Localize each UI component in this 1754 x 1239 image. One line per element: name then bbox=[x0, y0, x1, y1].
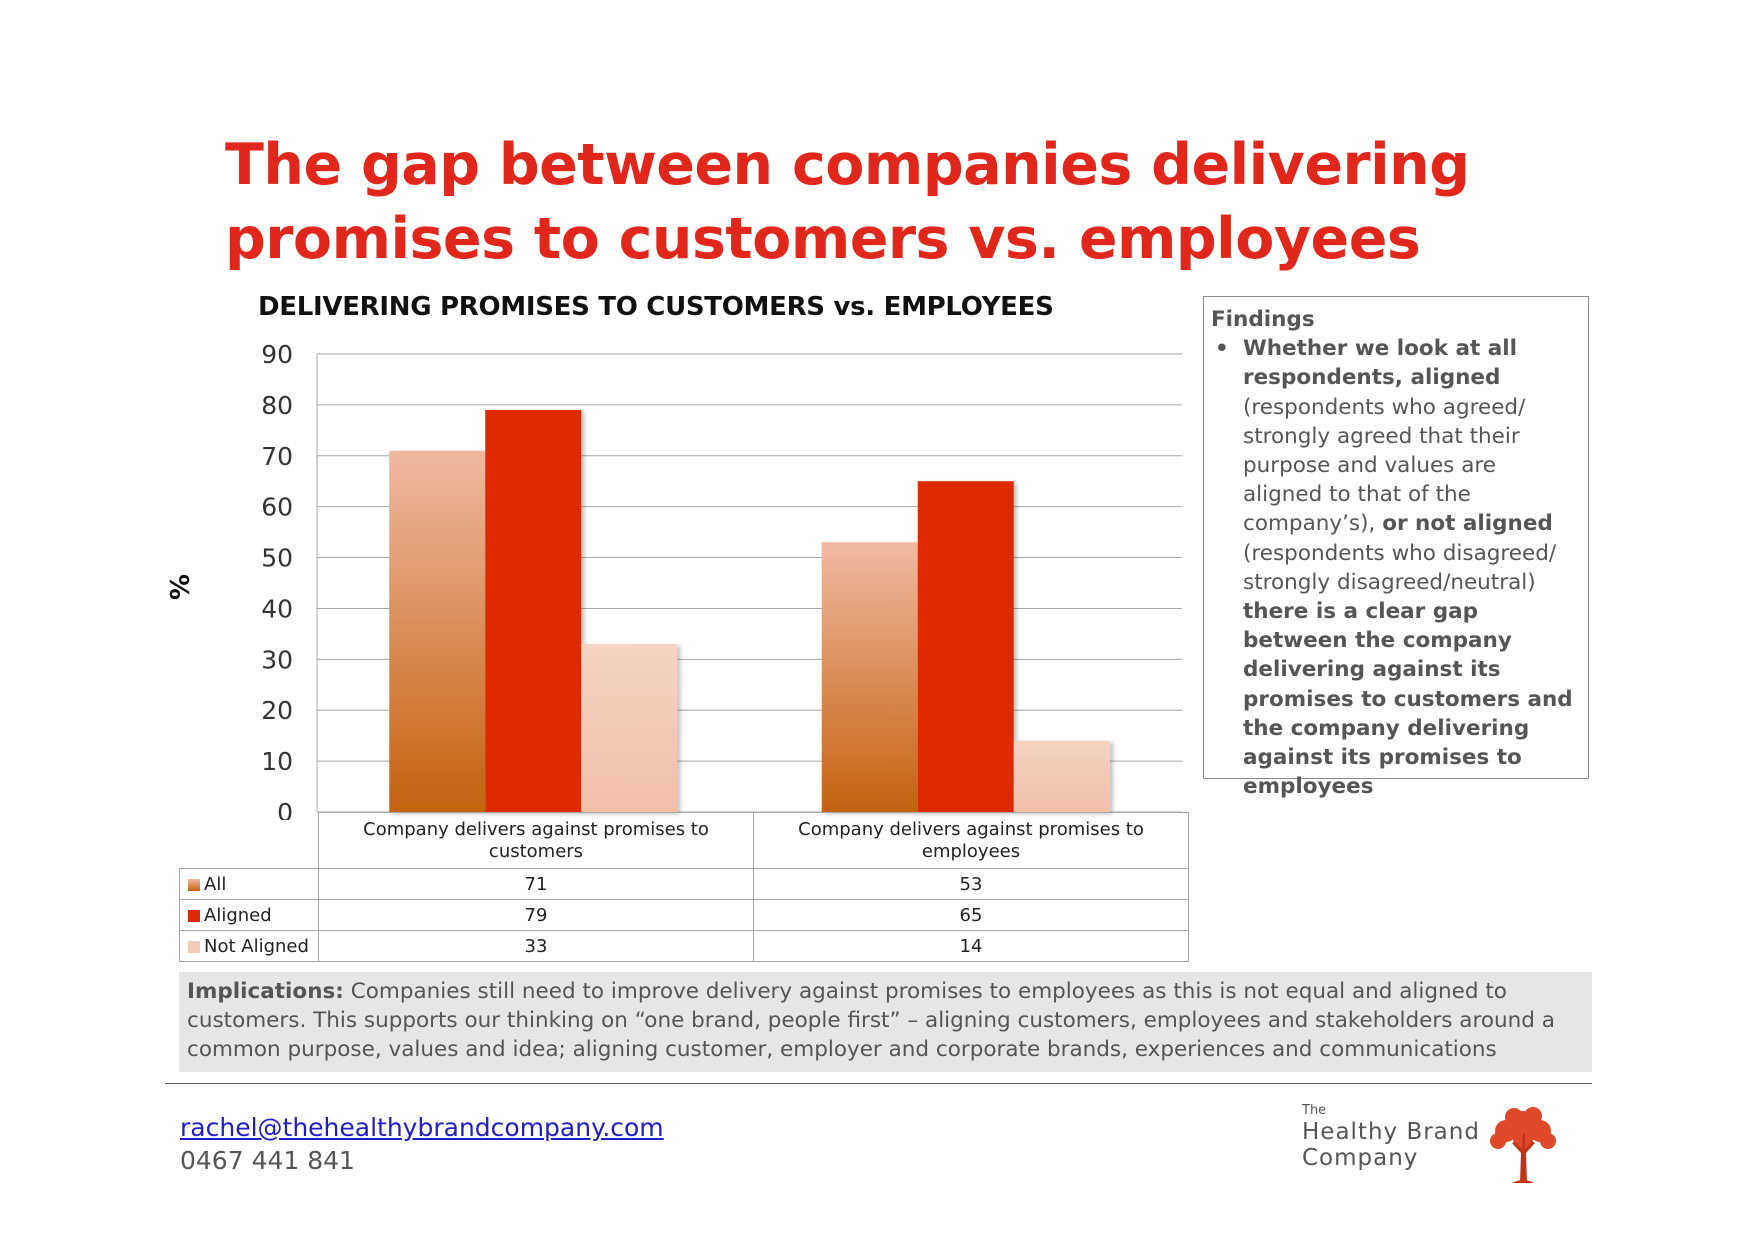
findings-heading: Findings bbox=[1211, 307, 1315, 332]
y-tick-label: 70 bbox=[261, 442, 293, 471]
legend-entry-aligned: Aligned bbox=[179, 899, 319, 931]
category-label-customers: Company delivers against promises to cust… bbox=[318, 812, 754, 869]
page-title: The gap between companies delivering pro… bbox=[225, 128, 1525, 276]
table-cell: 53 bbox=[753, 868, 1189, 900]
table-cell: 65 bbox=[753, 899, 1189, 931]
table-cell: 14 bbox=[753, 930, 1189, 962]
table-cell: 79 bbox=[318, 899, 754, 931]
y-tick-label: 90 bbox=[261, 340, 293, 369]
table-row-not-aligned: Not Aligned 33 14 bbox=[179, 930, 1189, 962]
y-tick-label: 40 bbox=[261, 594, 293, 623]
findings-text: Whether we look at all respondents, alig… bbox=[1243, 336, 1573, 800]
legend-swatch-aligned bbox=[188, 909, 200, 922]
tree-icon bbox=[1490, 1107, 1556, 1183]
chart-title: DELIVERING PROMISES TO CUSTOMERS vs. EMP… bbox=[258, 292, 1054, 322]
implications-text: Companies still need to improve delivery… bbox=[187, 979, 1555, 1063]
email-link[interactable]: rachel@thehealthybrandcompany.com bbox=[180, 1113, 664, 1142]
table-corner bbox=[179, 812, 319, 869]
bar-aligned-customers bbox=[485, 409, 582, 812]
y-tick-label: 30 bbox=[261, 645, 293, 674]
legend-entry-all: All bbox=[179, 868, 319, 900]
implications-box: Implications: Companies still need to im… bbox=[179, 972, 1592, 1072]
bar-aligned-employees bbox=[917, 481, 1014, 812]
table-row-all: All 71 53 bbox=[179, 868, 1189, 900]
table-row-aligned: Aligned 79 65 bbox=[179, 899, 1189, 931]
logo-text-line2: Company bbox=[1302, 1145, 1419, 1171]
title-line-1: The gap between companies delivering bbox=[225, 132, 1470, 198]
chart-data-table: Company delivers against promises to cust… bbox=[179, 812, 1189, 962]
findings-box: Findings • Whether we look at all respon… bbox=[1203, 296, 1589, 799]
table-cell: 71 bbox=[318, 868, 754, 900]
logo-text-line1: Healthy Brand bbox=[1302, 1119, 1480, 1145]
y-tick-label: 80 bbox=[261, 391, 293, 420]
bullet-icon: • bbox=[1215, 336, 1229, 362]
title-line-2: promises to customers vs. employees bbox=[225, 206, 1421, 272]
bar-not-aligned-customers bbox=[581, 644, 678, 812]
implications-label: Implications: bbox=[187, 979, 344, 1004]
legend-entry-not-aligned: Not Aligned bbox=[179, 930, 319, 962]
bar-all-employees bbox=[821, 542, 918, 812]
footer-divider bbox=[165, 1083, 1592, 1084]
legend-swatch-all bbox=[188, 878, 200, 891]
table-cell: 33 bbox=[318, 930, 754, 962]
findings-item: • Whether we look at all respondents, al… bbox=[1211, 334, 1580, 801]
phone-number: 0467 441 841 bbox=[180, 1146, 355, 1175]
bar-all-customers bbox=[389, 450, 486, 812]
y-tick-label: 50 bbox=[261, 544, 293, 573]
y-tick-label: 10 bbox=[261, 747, 293, 776]
legend-swatch-not-aligned bbox=[188, 940, 200, 953]
bar-not-aligned-employees bbox=[1013, 740, 1110, 812]
company-logo: The Healthy Brand Company bbox=[1302, 1103, 1582, 1183]
y-tick-label: 60 bbox=[261, 493, 293, 522]
logo-text-the: The bbox=[1302, 1103, 1327, 1118]
category-label-employees: Company delivers against promises to empl… bbox=[753, 812, 1189, 869]
y-tick-label: 20 bbox=[261, 696, 293, 725]
